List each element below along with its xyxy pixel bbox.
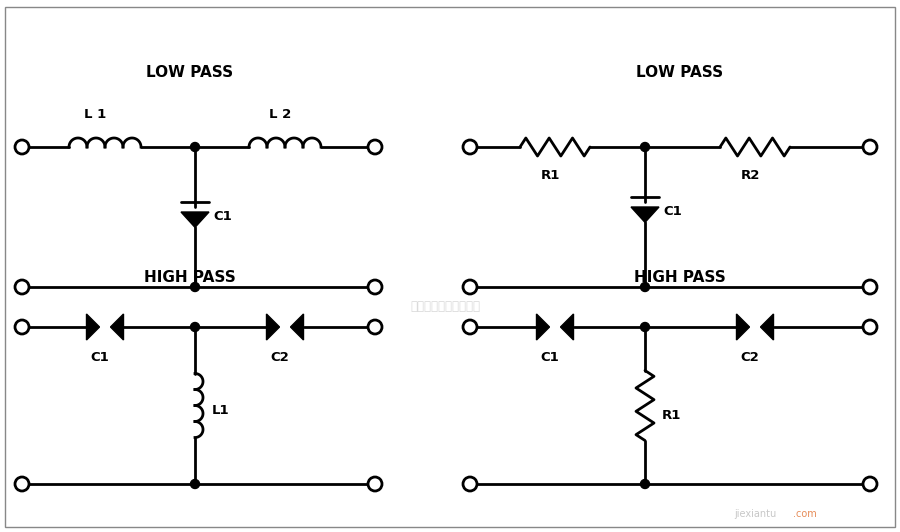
Circle shape [368,140,382,154]
Circle shape [463,320,477,334]
Circle shape [191,479,200,488]
Text: R2: R2 [741,169,760,182]
Circle shape [191,322,200,331]
Text: C2: C2 [741,351,760,364]
Text: L 2: L 2 [269,108,291,121]
Polygon shape [736,314,750,340]
Polygon shape [181,212,209,227]
Circle shape [15,140,29,154]
Circle shape [191,282,200,292]
Text: L1: L1 [212,404,230,417]
Circle shape [368,280,382,294]
Polygon shape [111,314,123,340]
Text: HIGH PASS: HIGH PASS [634,270,726,285]
Circle shape [463,280,477,294]
Text: LOW PASS: LOW PASS [636,64,724,79]
Circle shape [15,477,29,491]
Circle shape [191,143,200,152]
Polygon shape [536,314,550,340]
Circle shape [863,280,877,294]
Text: C1: C1 [91,351,110,364]
Text: LOW PASS: LOW PASS [147,64,234,79]
Text: jiexiantu: jiexiantu [734,509,776,519]
Polygon shape [760,314,773,340]
Circle shape [463,140,477,154]
Polygon shape [291,314,303,340]
Text: C1: C1 [541,351,560,364]
Text: HIGH PASS: HIGH PASS [144,270,236,285]
Polygon shape [86,314,100,340]
Text: C2: C2 [271,351,290,364]
Text: 杭州柯睿科技有限公司: 杭州柯睿科技有限公司 [410,301,480,313]
Circle shape [641,322,650,331]
Polygon shape [561,314,573,340]
Text: L 1: L 1 [84,108,106,121]
Circle shape [15,280,29,294]
Text: C1: C1 [213,211,232,223]
Text: .com: .com [793,509,817,519]
Circle shape [863,140,877,154]
Circle shape [863,320,877,334]
Circle shape [368,320,382,334]
Circle shape [15,320,29,334]
Text: R1: R1 [662,409,681,422]
Text: R1: R1 [540,169,560,182]
Circle shape [463,477,477,491]
Circle shape [863,477,877,491]
Polygon shape [266,314,280,340]
Text: C1: C1 [663,205,682,219]
Circle shape [368,477,382,491]
Circle shape [641,479,650,488]
Polygon shape [631,207,659,222]
Circle shape [641,143,650,152]
Circle shape [641,282,650,292]
